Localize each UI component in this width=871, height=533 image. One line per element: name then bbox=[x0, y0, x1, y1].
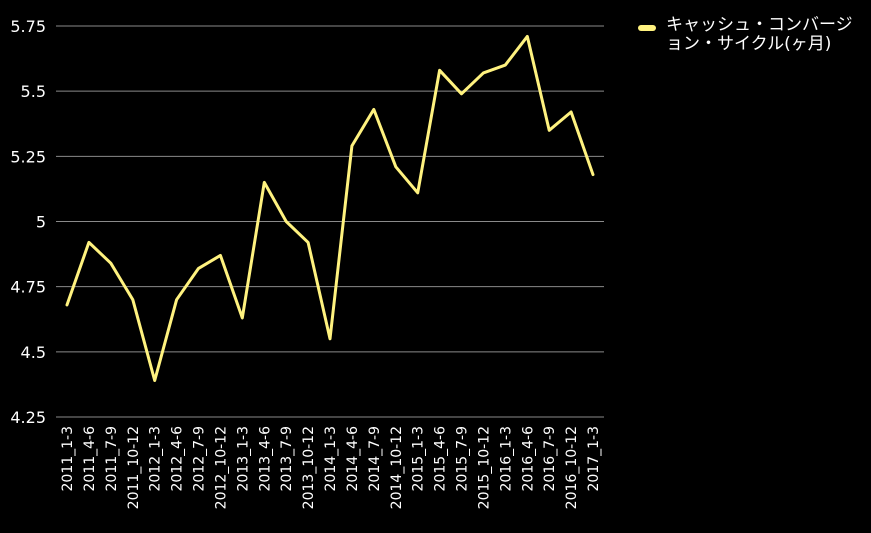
x-tick-label: 2014_10-12 bbox=[389, 426, 405, 509]
x-tick-label: 2016_10-12 bbox=[564, 426, 580, 509]
x-tick-label: 2012_7-9 bbox=[192, 426, 208, 492]
x-tick-label: 2011_1-3 bbox=[60, 426, 76, 492]
x-tick-label: 2011_10-12 bbox=[126, 426, 142, 509]
x-tick-label: 2012_1-3 bbox=[148, 426, 164, 492]
x-tick-label: 2013_10-12 bbox=[301, 426, 317, 509]
x-tick-label: 2016_4-6 bbox=[520, 426, 536, 492]
x-tick-label: 2013_1-3 bbox=[235, 426, 251, 492]
y-tick-label: 5.25 bbox=[10, 147, 46, 166]
legend-swatch bbox=[638, 25, 656, 31]
x-tick-label: 2014_4-6 bbox=[345, 426, 361, 492]
x-tick-label: 2011_7-9 bbox=[104, 426, 120, 492]
y-tick-label: 5.75 bbox=[10, 17, 46, 36]
x-tick-label: 2015_1-3 bbox=[411, 426, 427, 492]
x-tick-label: 2011_4-6 bbox=[82, 426, 98, 492]
y-axis-ticks: 4.25 4.5 4.75 5 5.25 5.5 5.75 bbox=[10, 17, 46, 427]
x-tick-label: 2014_1-3 bbox=[323, 426, 339, 492]
grid-lines bbox=[56, 25, 604, 418]
y-tick-label: 5 bbox=[36, 213, 46, 232]
x-tick-label: 2014_7-9 bbox=[367, 426, 383, 492]
x-tick-label: 2015_7-9 bbox=[455, 426, 471, 492]
x-tick-label: 2012_4-6 bbox=[170, 426, 186, 492]
x-tick-label: 2015_4-6 bbox=[433, 426, 449, 492]
y-tick-label: 4.75 bbox=[10, 278, 46, 297]
y-tick-label: 5.5 bbox=[21, 82, 46, 101]
y-tick-label: 4.5 bbox=[21, 343, 46, 362]
legend: キャッシュ・コンバージョン・サイクル(ヶ月) bbox=[638, 16, 863, 54]
x-tick-label: 2016_1-3 bbox=[498, 426, 514, 492]
x-tick-label: 2017_1-3 bbox=[586, 426, 602, 492]
x-axis-ticks: 2011_1-3 2011_4-6 2011_7-9 2011_10-12 2012_1… bbox=[60, 426, 602, 509]
y-tick-label: 4.25 bbox=[10, 408, 46, 427]
x-tick-label: 2015_10-12 bbox=[476, 426, 492, 509]
x-tick-label: 2013_7-9 bbox=[279, 426, 295, 492]
x-tick-label: 2013_4-6 bbox=[257, 426, 273, 492]
x-tick-label: 2012_10-12 bbox=[213, 426, 229, 509]
series-line bbox=[65, 34, 595, 382]
x-tick-label: 2016_7-9 bbox=[542, 426, 558, 492]
legend-label: キャッシュ・コンバージョン・サイクル(ヶ月) bbox=[666, 15, 853, 54]
